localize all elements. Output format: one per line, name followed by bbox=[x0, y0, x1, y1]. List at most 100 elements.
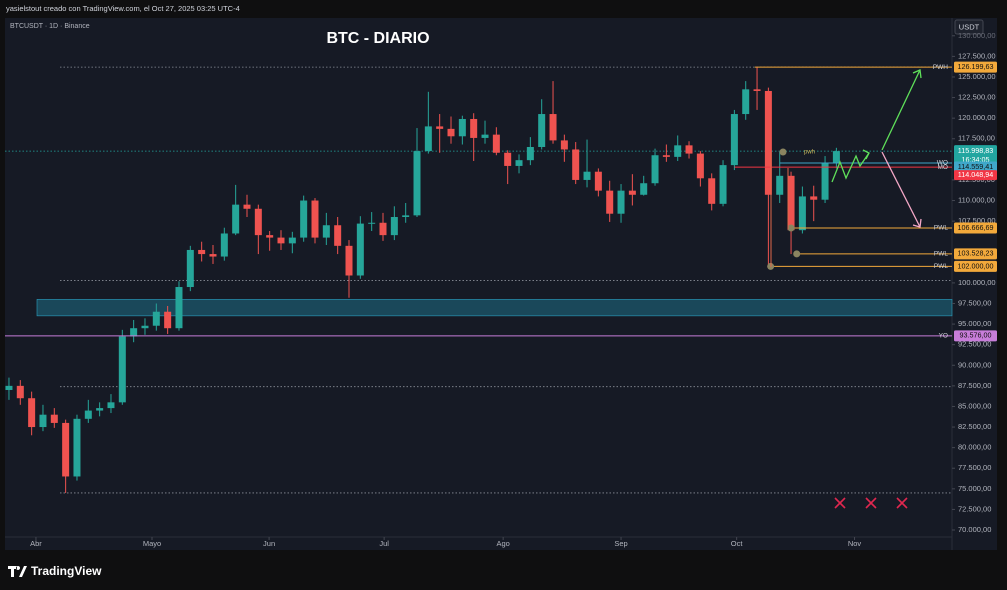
candle-body bbox=[118, 336, 126, 403]
price-badge bbox=[954, 61, 997, 73]
y-tick-label: 127.500,00 bbox=[958, 51, 996, 60]
arrow-head bbox=[912, 218, 922, 228]
y-tick-label: 95.000,00 bbox=[958, 319, 991, 328]
candle-body bbox=[73, 418, 81, 477]
candle-body bbox=[583, 171, 591, 180]
annotation: pwh bbox=[804, 150, 815, 156]
candle-body bbox=[311, 200, 319, 238]
caption: yasielstout creado con TradingView.com, … bbox=[6, 4, 240, 13]
y-tick-label: 122.500,00 bbox=[958, 93, 996, 102]
candle-body bbox=[390, 217, 398, 236]
candle-body bbox=[16, 385, 24, 399]
candle-body bbox=[424, 126, 432, 152]
candle-body bbox=[810, 196, 818, 200]
candle-body bbox=[617, 190, 625, 214]
candle-body bbox=[696, 153, 704, 179]
projection-arrow bbox=[881, 69, 921, 151]
candle-body bbox=[402, 215, 410, 218]
level-dot bbox=[787, 224, 795, 232]
x-tick-label: Sep bbox=[614, 539, 627, 548]
price-badge-label: 114.048,94 bbox=[958, 170, 993, 179]
price-badge bbox=[954, 222, 997, 234]
level-name: PWH bbox=[933, 64, 948, 71]
y-tick-label: 107.500,00 bbox=[958, 216, 996, 225]
y-tick-label: 87.500,00 bbox=[958, 381, 991, 390]
x-tick-label: Mayo bbox=[143, 539, 161, 548]
level-name: PWL bbox=[934, 251, 948, 258]
logo-icon bbox=[8, 566, 27, 577]
price-badge-label: 93.576,00 bbox=[960, 331, 992, 340]
candle-body bbox=[821, 163, 829, 200]
y-tick-label: 80.000,00 bbox=[958, 443, 991, 452]
candle-body bbox=[560, 140, 568, 150]
candle-body bbox=[322, 225, 330, 238]
candle-body bbox=[832, 151, 840, 164]
candle-body bbox=[436, 126, 444, 129]
candle-body bbox=[787, 175, 795, 231]
y-tick-label: 100.000,00 bbox=[958, 278, 996, 287]
candle-body bbox=[730, 114, 738, 166]
marker-dot bbox=[779, 148, 787, 156]
symbol: BTCUSDT · 1D · Binance bbox=[10, 23, 90, 30]
y-tick-label: 90.000,00 bbox=[958, 360, 991, 369]
price-badge-label: 114.559,41 bbox=[958, 162, 993, 171]
candle-body bbox=[39, 414, 47, 428]
candle-body bbox=[504, 152, 512, 166]
candle-body bbox=[254, 208, 262, 236]
candle-body bbox=[96, 408, 104, 411]
candle-body bbox=[84, 410, 92, 419]
candle-body bbox=[526, 146, 534, 161]
candle-body bbox=[481, 134, 489, 138]
price-badge bbox=[954, 260, 997, 272]
y-tick-label: 125.000,00 bbox=[958, 72, 996, 81]
y-tick-label: 72.500,00 bbox=[958, 504, 991, 513]
candle-body bbox=[345, 245, 353, 276]
current-price-label: 115.998,83 bbox=[958, 146, 993, 155]
level-name: YO bbox=[939, 333, 948, 340]
candle-body bbox=[470, 118, 478, 138]
candle-body bbox=[753, 89, 761, 91]
price-badge bbox=[954, 248, 997, 260]
candle-body bbox=[798, 196, 806, 231]
candle-body bbox=[764, 90, 772, 195]
cross bbox=[896, 497, 908, 509]
candle-body bbox=[447, 128, 455, 137]
y-tick-label: 130.000,00 bbox=[958, 31, 996, 40]
y-tick-label: 82.500,00 bbox=[958, 422, 991, 431]
arrow-head bbox=[862, 149, 870, 160]
price-badge bbox=[954, 170, 997, 181]
candle-body bbox=[742, 89, 750, 115]
candle-body bbox=[141, 325, 149, 329]
candle-body bbox=[776, 175, 784, 195]
candle-body bbox=[651, 155, 659, 184]
candle-body bbox=[334, 225, 342, 246]
candle-body bbox=[538, 114, 546, 147]
y-tick-label: 75.000,00 bbox=[958, 484, 991, 493]
candle-body bbox=[5, 385, 13, 390]
candle-body bbox=[708, 178, 716, 204]
zone bbox=[36, 299, 953, 317]
price-badge-label: 102.000,00 bbox=[958, 261, 994, 270]
currency-box bbox=[954, 19, 984, 35]
candle-body bbox=[413, 151, 421, 216]
currency: USDT bbox=[959, 22, 980, 31]
level-name: PWL bbox=[934, 263, 948, 270]
candle-body bbox=[266, 235, 274, 238]
level-name: MO bbox=[938, 164, 948, 171]
cross bbox=[834, 497, 846, 509]
y-tick-label: 77.500,00 bbox=[958, 463, 991, 472]
candle-body bbox=[220, 233, 228, 257]
projection-path bbox=[831, 152, 870, 183]
price-badge-label: 106.666,69 bbox=[958, 223, 994, 232]
candle-body bbox=[356, 223, 364, 276]
candle-body bbox=[685, 145, 693, 154]
candle-body bbox=[492, 134, 500, 153]
candle-body bbox=[594, 171, 602, 191]
level-dot bbox=[793, 250, 801, 258]
y-tick-label: 117.500,00 bbox=[958, 134, 995, 143]
candle-body bbox=[549, 114, 557, 141]
candle-body bbox=[152, 311, 160, 326]
candle-body bbox=[164, 311, 172, 329]
